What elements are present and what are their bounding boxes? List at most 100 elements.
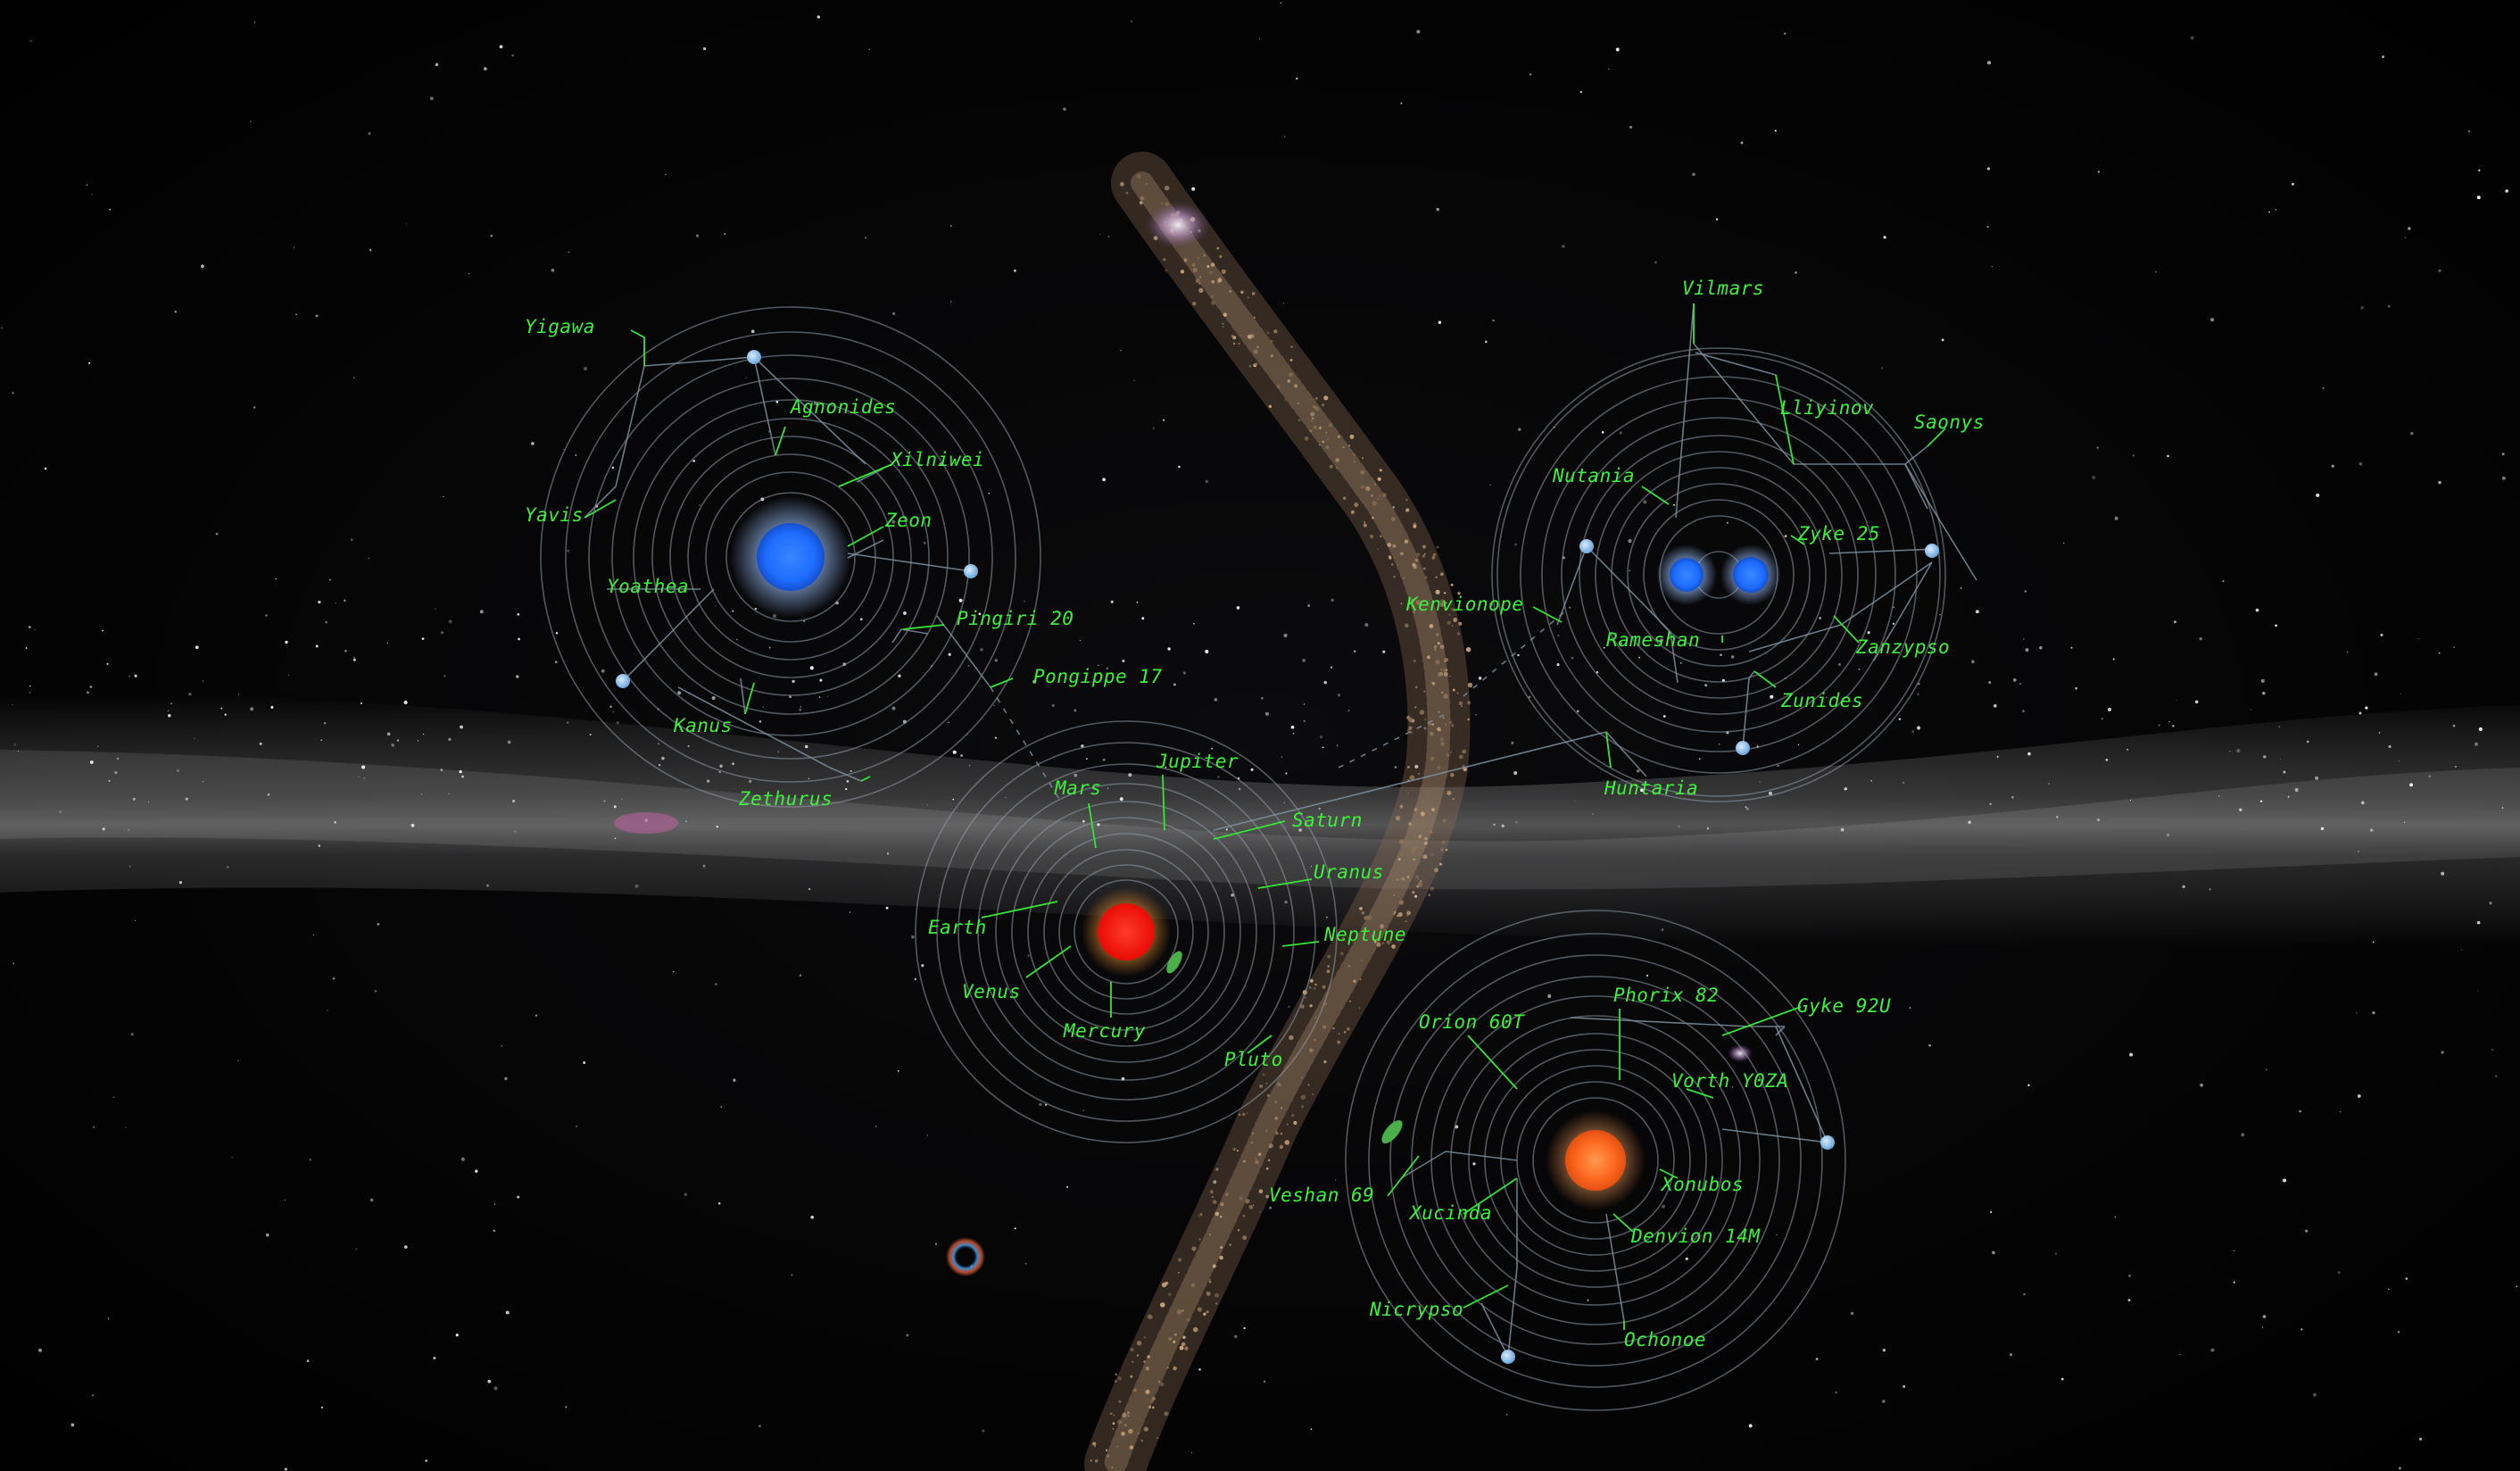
planet-label[interactable]: Xilniwei bbox=[889, 449, 984, 470]
star-dot bbox=[1515, 820, 1518, 824]
planet-label[interactable]: Gyke 92U bbox=[1797, 995, 1891, 1017]
system-binary-blue[interactable]: Vilmars Lliyinov Saonys Nutania Zyke 25 … bbox=[1405, 278, 1985, 802]
asteroid-dot bbox=[1398, 900, 1405, 905]
star-dot bbox=[490, 234, 493, 237]
moon-icon[interactable] bbox=[1820, 1135, 1835, 1150]
planet-label[interactable]: Kanus bbox=[673, 715, 733, 736]
moon-icon[interactable] bbox=[964, 564, 978, 578]
planet-label[interactable]: Neptune bbox=[1323, 924, 1406, 945]
system-orange-star[interactable]: Phorix 82 Orion 60T Gyke 92U Vorth Y0ZA … bbox=[1269, 910, 1891, 1411]
planet-icon[interactable] bbox=[1164, 949, 1185, 976]
asteroid-dot bbox=[1145, 1389, 1150, 1394]
asteroid-dot bbox=[1199, 1213, 1203, 1217]
star-dot bbox=[334, 821, 336, 824]
blue-star-icon[interactable] bbox=[757, 523, 825, 591]
moon-icon[interactable] bbox=[1925, 544, 1939, 558]
star-dot bbox=[2025, 648, 2029, 652]
planet-icon[interactable] bbox=[1378, 1117, 1405, 1147]
red-star-icon[interactable] bbox=[1098, 903, 1155, 960]
orange-star-icon[interactable] bbox=[1565, 1130, 1626, 1191]
planet-label[interactable]: Saturn bbox=[1292, 810, 1363, 831]
planet-label[interactable]: Lliyinov bbox=[1780, 397, 1874, 419]
star-dot bbox=[102, 827, 105, 831]
planet-label[interactable]: Vorth Y0ZA bbox=[1671, 1070, 1788, 1092]
star-dot bbox=[717, 1201, 721, 1205]
binary-blue-stars-icon[interactable] bbox=[1670, 558, 1703, 592]
planet-label[interactable]: Zanzypso bbox=[1855, 636, 1950, 658]
planet-label[interactable]: Phorix 82 bbox=[1613, 985, 1719, 1006]
binary-blue-stars-icon[interactable] bbox=[1733, 557, 1769, 593]
planet-label[interactable]: Jupiter bbox=[1156, 751, 1239, 772]
asteroid-dot bbox=[1453, 618, 1458, 622]
asteroid-dot bbox=[1220, 1202, 1224, 1207]
star-dot bbox=[287, 674, 290, 677]
planet-label[interactable]: Vilmars bbox=[1682, 278, 1764, 299]
star-dot bbox=[1511, 741, 1514, 744]
asteroid-dot bbox=[1211, 279, 1215, 284]
star-dot bbox=[758, 720, 762, 723]
asteroid-dot bbox=[1342, 496, 1347, 500]
asteroid-dot bbox=[1446, 752, 1450, 758]
asteroid-dot bbox=[1163, 258, 1166, 262]
planet-label[interactable]: Veshan 69 bbox=[1269, 1184, 1374, 1206]
planet-label[interactable]: Pluto bbox=[1224, 1049, 1283, 1070]
asteroid-dot bbox=[1123, 1423, 1128, 1427]
planet-label[interactable]: Mars bbox=[1054, 777, 1102, 799]
planet-label[interactable]: Rameshan bbox=[1606, 629, 1700, 651]
asteroid-dot bbox=[1451, 625, 1454, 627]
asteroid-dot bbox=[1307, 1084, 1310, 1086]
asteroid-dot bbox=[1258, 1189, 1264, 1194]
system-sol[interactable]: Jupiter Mars Saturn Uranus Earth Neptune… bbox=[915, 720, 1406, 1143]
asteroid-dot bbox=[1439, 603, 1445, 607]
planet-label[interactable]: Uranus bbox=[1314, 861, 1384, 883]
orbit-rings bbox=[915, 720, 1338, 1143]
asteroid-dot bbox=[1407, 606, 1411, 610]
planet-label[interactable]: Mercury bbox=[1063, 1020, 1146, 1042]
moon-icon[interactable] bbox=[616, 674, 630, 688]
planet-label[interactable]: Agnonides bbox=[789, 396, 896, 418]
planet-label[interactable]: Pingiri 20 bbox=[957, 608, 1073, 629]
planet-label[interactable]: Xucinda bbox=[1408, 1202, 1492, 1224]
asteroid-dot bbox=[1297, 419, 1301, 422]
planet-label[interactable]: Venus bbox=[962, 981, 1021, 1002]
planet-label[interactable]: Kenvionope bbox=[1405, 594, 1523, 615]
planet-label[interactable]: Pongippe 17 bbox=[1033, 666, 1163, 687]
planet-label[interactable]: Ochonoe bbox=[1624, 1329, 1706, 1350]
planet-label[interactable]: Huntaria bbox=[1604, 777, 1698, 799]
star-dot bbox=[2130, 799, 2132, 802]
planet-label[interactable]: Saonys bbox=[1914, 411, 1985, 433]
planet-label[interactable]: Zethurus bbox=[738, 788, 833, 810]
planet-label[interactable]: Yoathea bbox=[607, 576, 689, 597]
star-dot bbox=[2358, 461, 2363, 466]
moon-icon[interactable] bbox=[1736, 741, 1750, 755]
star-dot bbox=[2279, 758, 2282, 760]
planet-label[interactable]: Nicrypso bbox=[1369, 1299, 1463, 1320]
planet-label[interactable]: Zeon bbox=[884, 510, 933, 531]
asteroid-dot bbox=[1377, 498, 1380, 500]
planet-label[interactable]: Zyke 25 bbox=[1797, 523, 1880, 544]
star-dot bbox=[460, 725, 463, 729]
star-dot bbox=[616, 721, 619, 725]
planet-label[interactable]: Xonubos bbox=[1660, 1174, 1744, 1195]
star-dot bbox=[1518, 428, 1521, 431]
planet-label[interactable]: Denvion 14M bbox=[1630, 1226, 1761, 1247]
star-dot bbox=[168, 714, 171, 718]
star-dot bbox=[2388, 744, 2392, 749]
star-dot bbox=[2408, 227, 2411, 230]
planet-label[interactable]: Nutania bbox=[1552, 465, 1635, 486]
moon-icon[interactable] bbox=[1579, 539, 1594, 553]
asteroid-dot bbox=[1214, 1211, 1220, 1217]
moon-icon[interactable] bbox=[1501, 1350, 1515, 1364]
star-dot bbox=[612, 711, 614, 713]
planet-label[interactable]: Orion 60T bbox=[1419, 1011, 1525, 1033]
star-dot bbox=[2474, 742, 2479, 746]
planet-label[interactable]: Zunides bbox=[1780, 690, 1863, 711]
asteroid-dot bbox=[1232, 1148, 1236, 1151]
planet-label[interactable]: Earth bbox=[928, 917, 987, 938]
star-dot bbox=[107, 1317, 110, 1319]
planet-label[interactable]: Yigawa bbox=[525, 316, 595, 337]
planet-label[interactable]: Yavis bbox=[525, 504, 584, 526]
moon-icon[interactable] bbox=[747, 350, 761, 364]
system-blue-giant[interactable]: Yigawa Agnonides Xilniwei Zeon Yavis Yoa… bbox=[525, 306, 1163, 810]
